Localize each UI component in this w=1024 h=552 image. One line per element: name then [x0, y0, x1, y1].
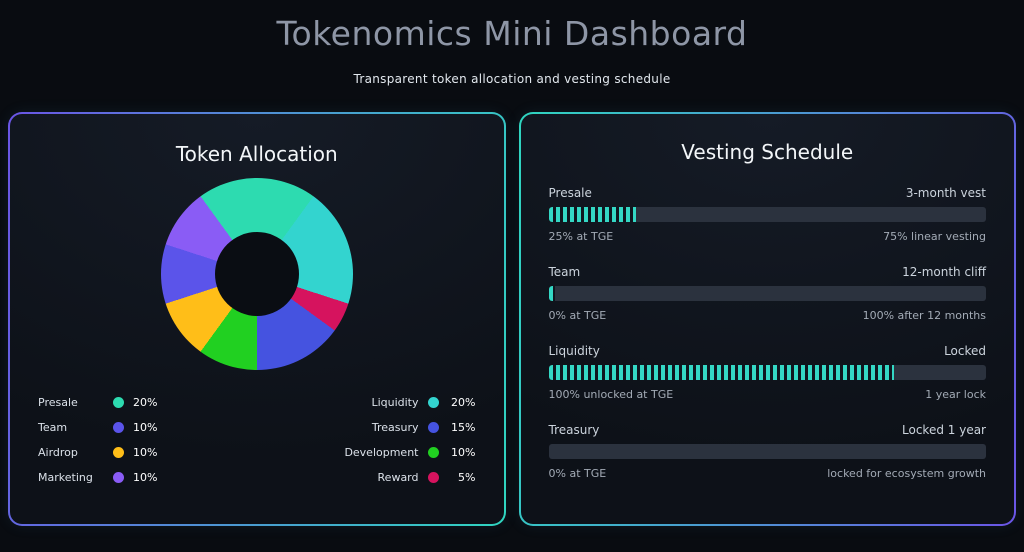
legend-color-dot	[427, 422, 439, 433]
vesting-title: Vesting Schedule	[681, 140, 854, 164]
vesting-sub-right: 100% after 12 months	[862, 309, 986, 322]
token-allocation-card: Token Allocation Presale 20% Team	[8, 112, 506, 526]
progress-bar-track	[548, 365, 986, 380]
progress-bar-fill	[548, 286, 556, 301]
legend-color-dot	[113, 447, 124, 458]
legend-label: Team	[38, 421, 68, 434]
legend-value: 5%	[458, 471, 476, 484]
vesting-schedule-panel: Vesting Schedule Presale 3-month vest 25…	[520, 114, 1014, 524]
progress-bar-fill	[548, 365, 895, 380]
vesting-sub-right: 1 year lock	[925, 388, 986, 401]
legend-column-left: Presale 20% Team 10% Airdrop 10%	[38, 396, 161, 496]
legend-label: Development	[344, 446, 419, 459]
vesting-sub-right: locked for ecosystem growth	[827, 467, 986, 480]
token-allocation-panel: Token Allocation Presale 20% Team	[10, 114, 504, 524]
vesting-sub-left: 0% at TGE	[548, 309, 607, 322]
vesting-sub-left: 25% at TGE	[548, 230, 614, 243]
tokenomics-dashboard: Tokenomics Mini Dashboard Transparent to…	[0, 14, 1024, 526]
progress-bar-track	[548, 444, 986, 459]
donut-hole	[214, 232, 299, 316]
legend-label: Airdrop	[38, 446, 78, 459]
legend-label: Presale	[38, 396, 78, 409]
legend-value: 10%	[133, 471, 158, 484]
progress-bar-track	[548, 207, 986, 222]
legend-color-dot	[427, 397, 439, 408]
legend-item-presale: Presale 20%	[38, 396, 161, 409]
vesting-row-header: Team 12-month cliff	[549, 265, 987, 279]
progress-bar-fill	[548, 207, 636, 222]
legend-item-airdrop: Airdrop 10%	[38, 446, 161, 459]
vesting-status: 3-month vest	[905, 186, 986, 200]
legend-color-dot	[113, 422, 124, 433]
legend-item-liquidity: Liquidity 20%	[337, 396, 476, 409]
legend-value: 10%	[133, 421, 158, 434]
vesting-label: Team	[548, 265, 581, 279]
legend-item-treasury: Treasury 15%	[337, 421, 476, 434]
vesting-row-subtext: 100% unlocked at TGE 1 year lock	[549, 388, 987, 401]
vesting-sub-left: 100% unlocked at TGE	[548, 388, 674, 401]
vesting-row-header: Liquidity Locked	[549, 344, 987, 358]
vesting-label: Liquidity	[548, 344, 600, 358]
vesting-status: Locked	[944, 344, 986, 358]
legend-value: 20%	[133, 396, 158, 409]
legend-label: Liquidity	[371, 396, 419, 409]
legend-value: 20%	[451, 396, 476, 409]
legend-color-dot	[427, 472, 439, 483]
vesting-sub-left: 0% at TGE	[548, 467, 607, 480]
legend-item-development: Development 10%	[337, 446, 476, 459]
vesting-row-liquidity: Liquidity Locked 100% unlocked at TGE 1 …	[548, 344, 987, 401]
cards-container: Token Allocation Presale 20% Team	[8, 112, 1016, 526]
legend-value: 10%	[133, 446, 158, 459]
legend-label: Marketing	[38, 471, 93, 484]
vesting-row-treasury: Treasury Locked 1 year 0% at TGE locked …	[548, 423, 987, 480]
vesting-label: Presale	[548, 186, 592, 200]
vesting-label: Treasury	[548, 423, 600, 437]
legend-item-team: Team 10%	[38, 421, 161, 434]
legend-label: Reward	[377, 471, 419, 484]
vesting-row-header: Presale 3-month vest	[549, 186, 987, 200]
page-title: Tokenomics Mini Dashboard	[276, 14, 748, 53]
legend-column-right: Liquidity 20% Treasury 15% Development	[337, 396, 476, 496]
legend-item-marketing: Marketing 10%	[38, 471, 161, 484]
vesting-status: Locked 1 year	[902, 423, 986, 437]
vesting-row-team: Team 12-month cliff 0% at TGE 100% after…	[548, 265, 987, 322]
legend-color-dot	[427, 447, 439, 458]
donut-chart	[160, 178, 353, 370]
vesting-sub-right: 75% linear vesting	[883, 230, 986, 243]
vesting-row-subtext: 25% at TGE 75% linear vesting	[549, 230, 987, 243]
allocation-legend: Presale 20% Team 10% Airdrop 10%	[36, 396, 478, 496]
vesting-row-header: Treasury Locked 1 year	[549, 423, 987, 437]
progress-bar-track	[548, 286, 986, 301]
vesting-schedule-card: Vesting Schedule Presale 3-month vest 25…	[518, 112, 1016, 526]
vesting-row-subtext: 0% at TGE locked for ecosystem growth	[549, 467, 987, 480]
legend-label: Treasury	[371, 421, 419, 434]
page-subtitle: Transparent token allocation and vesting…	[353, 72, 671, 86]
legend-value: 15%	[451, 421, 476, 434]
legend-value: 10%	[451, 446, 476, 459]
vesting-status: 12-month cliff	[902, 265, 986, 279]
legend-color-dot	[113, 472, 124, 483]
vesting-row-subtext: 0% at TGE 100% after 12 months	[549, 309, 987, 322]
legend-color-dot	[113, 397, 124, 408]
vesting-row-presale: Presale 3-month vest 25% at TGE 75% line…	[548, 186, 987, 243]
allocation-title: Token Allocation	[175, 142, 338, 166]
legend-item-reward: Reward 5%	[337, 471, 476, 484]
